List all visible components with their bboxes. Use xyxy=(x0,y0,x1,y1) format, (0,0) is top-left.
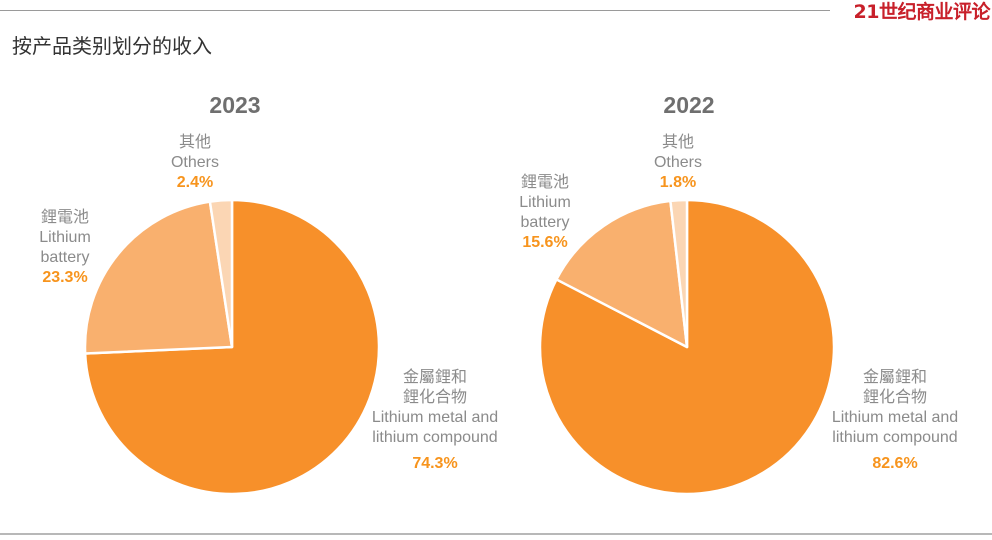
label-zh: 金屬鋰和 xyxy=(402,369,467,386)
data-label: 15.6% xyxy=(522,234,568,251)
label-zh: 其他 xyxy=(661,134,694,151)
slice-label-lithium-battery: 鋰電池 Lithium battery 15.6% xyxy=(495,173,595,253)
label-en: battery xyxy=(520,214,570,231)
label-en: Others xyxy=(653,154,702,171)
label-en: Lithium metal and xyxy=(831,409,959,426)
slice-others xyxy=(208,198,234,349)
chart-title: 2023 xyxy=(209,92,261,118)
label-en: lithium compound xyxy=(372,429,498,446)
slice-others xyxy=(669,198,689,349)
label-zh: 鋰化合物 xyxy=(402,389,467,406)
slice-label-lithium-metal: 金屬鋰和 鋰化合物 Lithium metal and lithium comp… xyxy=(815,368,975,474)
slice-label-lithium-battery: 鋰電池 Lithium battery 23.3% xyxy=(15,208,115,288)
slice-label-others: 其他 Others 2.4% xyxy=(145,133,245,193)
label-en: Lithium xyxy=(519,194,571,211)
brand-logo: 21世纪商业评论 xyxy=(853,1,991,23)
page-title: 按产品类别划分的收入 xyxy=(12,34,212,58)
label-zh: 鋰化合物 xyxy=(862,389,927,406)
top-rule xyxy=(0,10,830,11)
label-en: Others xyxy=(170,154,219,171)
label-zh: 鋰電池 xyxy=(40,209,89,226)
label-zh: 金屬鋰和 xyxy=(862,369,927,386)
data-label: 82.6% xyxy=(872,455,918,472)
bottom-rule xyxy=(0,533,992,535)
data-label: 74.3% xyxy=(412,455,458,472)
data-label: 1.8% xyxy=(659,174,697,191)
data-label: 2.4% xyxy=(176,174,214,191)
label-zh: 其他 xyxy=(178,134,211,151)
label-zh: 鋰電池 xyxy=(520,174,569,191)
label-en: Lithium xyxy=(39,229,91,246)
data-label: 23.3% xyxy=(42,269,88,286)
slice-label-others: 其他 Others 1.8% xyxy=(628,133,728,193)
label-en: lithium compound xyxy=(832,429,958,446)
label-en: Lithium metal and xyxy=(371,409,499,426)
label-en: battery xyxy=(40,249,90,266)
slice-label-lithium-metal: 金屬鋰和 鋰化合物 Lithium metal and lithium comp… xyxy=(360,368,510,474)
slice-lithium-battery xyxy=(83,200,234,355)
slice-lithium-battery xyxy=(555,199,689,349)
chart-title: 2022 xyxy=(663,92,715,118)
